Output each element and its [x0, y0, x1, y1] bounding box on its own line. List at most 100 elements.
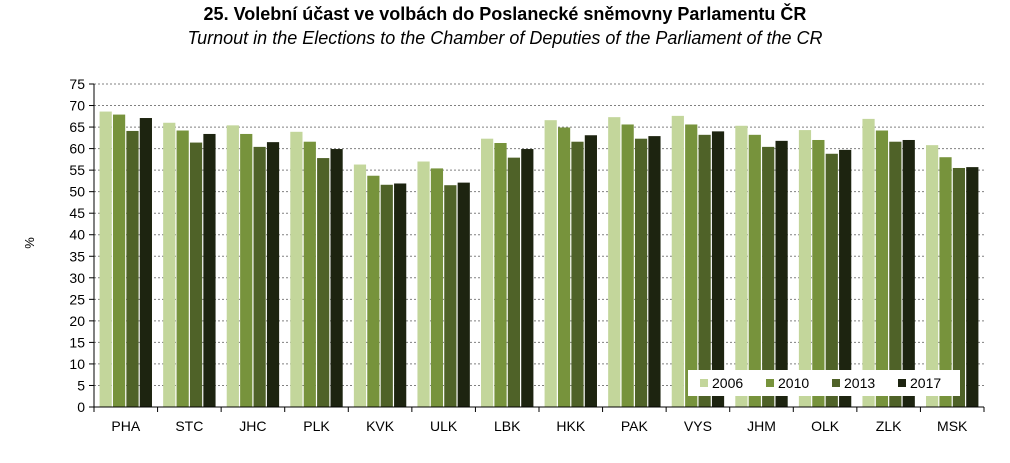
bar-ULK-2006 [417, 161, 430, 407]
bar-VYS-2010 [685, 124, 698, 407]
bar-MSK-2013 [952, 167, 966, 407]
bar-VYS-2006 [671, 115, 684, 408]
bar-OLK-2006 [798, 130, 812, 407]
bar-ZLK-2017 [902, 139, 915, 407]
legend-label-2013: 2013 [844, 375, 875, 391]
legend-swatch-2006 [700, 379, 708, 387]
x-tick-label: VYS [684, 418, 712, 434]
y-tick-label: 40 [69, 227, 85, 243]
bar-PAK-2006 [608, 117, 621, 408]
bar-PLK-2010 [303, 141, 316, 407]
x-tick-label: MSK [937, 418, 968, 434]
legend-swatch-2013 [832, 379, 840, 387]
bar-ULK-2013 [444, 185, 457, 407]
y-tick-label: 25 [69, 291, 85, 307]
bar-HKK-2006 [544, 120, 557, 408]
legend-label-2017: 2017 [910, 375, 941, 391]
bar-PAK-2013 [634, 138, 648, 407]
chart-title: 25. Volební účast ve volbách do Poslanec… [203, 4, 807, 24]
bar-LBK-2010 [494, 143, 507, 407]
x-tick-label: ULK [430, 418, 458, 434]
y-tick-label: 15 [69, 334, 85, 350]
bar-MSK-2006 [926, 145, 939, 407]
bar-KVK-2017 [394, 183, 407, 407]
y-tick-label: 75 [69, 76, 85, 92]
legend-swatch-2010 [766, 379, 774, 387]
y-tick-label: 5 [77, 377, 85, 393]
bar-JHM-2017 [775, 140, 788, 407]
bar-STC-2017 [203, 133, 216, 407]
legend-label-2006: 2006 [712, 375, 743, 391]
legend: 2006 2010 2013 2017 [688, 370, 960, 396]
y-tick-label: 45 [69, 205, 85, 221]
x-tick-label: HKK [556, 418, 585, 434]
bar-JHC-2013 [253, 146, 266, 408]
x-tick-label: JHC [239, 418, 266, 434]
bars [99, 111, 979, 408]
bar-ZLK-2006 [862, 118, 875, 407]
bar-KVK-2013 [380, 184, 393, 407]
bar-MSK-2010 [939, 157, 952, 407]
bar-JHC-2010 [240, 133, 253, 407]
y-tick-label: 55 [69, 162, 85, 178]
y-tick-label: 0 [77, 399, 85, 415]
x-tick-label: STC [175, 418, 203, 434]
bar-JHM-2006 [735, 125, 748, 408]
bar-VYS-2013 [698, 134, 711, 407]
bar-JHM-2013 [762, 146, 775, 408]
bar-ULK-2017 [457, 182, 470, 407]
y-tick-label: 65 [69, 119, 85, 135]
y-tick-label: 70 [69, 98, 85, 114]
bar-KVK-2006 [353, 164, 367, 407]
legend-swatch-2017 [898, 379, 906, 387]
bar-JHC-2017 [266, 142, 280, 407]
bar-OLK-2017 [839, 149, 852, 407]
bar-KVK-2010 [367, 175, 380, 407]
bar-ZLK-2010 [875, 130, 889, 407]
bar-STC-2010 [176, 130, 189, 407]
y-tick-label: 30 [69, 270, 85, 286]
y-axis-label: % [22, 237, 37, 249]
bar-ZLK-2013 [889, 141, 902, 407]
bar-PHA-2013 [126, 130, 139, 407]
x-tick-label: JHM [747, 418, 776, 434]
legend-label-2010: 2010 [778, 375, 809, 391]
bar-OLK-2013 [825, 153, 838, 407]
axes: 0 5 10 15 20 25 30 35 40 45 50 55 60 65 70 75 PHA STC JHC P… [69, 76, 985, 434]
bar-PLK-2017 [330, 149, 343, 407]
bar-PLK-2006 [290, 131, 303, 407]
bar-OLK-2010 [812, 139, 825, 407]
bar-JHM-2010 [748, 134, 761, 407]
bar-PAK-2010 [621, 124, 634, 407]
bar-ULK-2010 [430, 168, 444, 407]
legend-box [688, 370, 960, 396]
y-tick-label: 50 [69, 184, 85, 200]
bar-PAK-2017 [648, 136, 661, 408]
bar-STC-2013 [189, 142, 203, 407]
bar-STC-2006 [163, 122, 176, 407]
x-tick-label: OLK [811, 418, 840, 434]
y-tick-label: 35 [69, 248, 85, 264]
bar-MSK-2017 [966, 167, 979, 407]
bar-PLK-2013 [317, 158, 330, 407]
chart-subtitle: Turnout in the Elections to the Chamber … [187, 28, 823, 48]
bar-PHA-2017 [139, 118, 152, 407]
bar-JHC-2006 [226, 125, 239, 408]
x-tick-label: KVK [366, 418, 395, 434]
x-tick-label: ZLK [876, 418, 902, 434]
bar-LBK-2017 [521, 149, 534, 407]
y-tick-label: 20 [69, 313, 85, 329]
x-tick-label: PLK [303, 418, 330, 434]
y-tick-label: 10 [69, 356, 85, 372]
bar-PHA-2010 [112, 114, 126, 407]
bar-HKK-2010 [557, 127, 571, 408]
x-tick-label: PHA [111, 418, 140, 434]
bar-LBK-2013 [507, 157, 521, 407]
x-tick-label: PAK [621, 418, 649, 434]
x-tick-label: LBK [494, 418, 521, 434]
bar-PHA-2006 [99, 111, 112, 407]
y-tick-label: 60 [69, 141, 85, 157]
bar-HKK-2017 [584, 135, 597, 407]
